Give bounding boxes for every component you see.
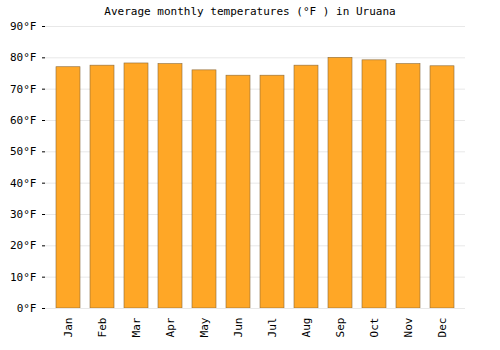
svg-text:40°F: 40°F bbox=[10, 177, 37, 190]
svg-text:0°F: 0°F bbox=[17, 302, 37, 315]
svg-text:Dec: Dec bbox=[436, 318, 449, 338]
svg-text:70°F: 70°F bbox=[10, 83, 37, 96]
svg-text:May: May bbox=[198, 317, 211, 337]
svg-text:30°F: 30°F bbox=[10, 208, 37, 221]
svg-text:Feb: Feb bbox=[96, 318, 109, 338]
svg-text:Nov: Nov bbox=[402, 317, 415, 337]
svg-text:20°F: 20°F bbox=[10, 239, 37, 252]
svg-text:Mar: Mar bbox=[130, 317, 143, 337]
svg-text:80°F: 80°F bbox=[10, 51, 37, 64]
svg-text:Jan: Jan bbox=[62, 318, 75, 338]
svg-text:90°F: 90°F bbox=[10, 22, 37, 33]
svg-text:10°F: 10°F bbox=[10, 271, 37, 284]
html-text:Average monthly temperatures (: Average monthly temperatures (°F ) in Ur… bbox=[104, 5, 396, 18]
svg-text:Sep: Sep bbox=[334, 318, 347, 338]
svg-text:Jun: Jun bbox=[232, 318, 245, 338]
svg-text:Jul: Jul bbox=[266, 318, 279, 338]
svg-text:Apr: Apr bbox=[164, 317, 177, 337]
svg-text:60°F: 60°F bbox=[10, 114, 37, 127]
svg-text:Oct: Oct bbox=[368, 318, 381, 338]
svg-text:Aug: Aug bbox=[300, 318, 313, 338]
svg-text:50°F: 50°F bbox=[10, 145, 37, 158]
